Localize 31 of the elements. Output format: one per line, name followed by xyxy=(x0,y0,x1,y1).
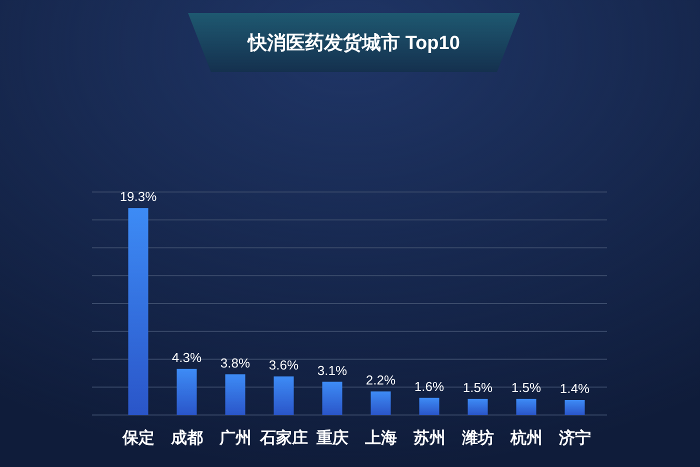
data-label: 4.3% xyxy=(172,350,202,365)
bar xyxy=(322,382,342,415)
data-label: 1.5% xyxy=(462,380,493,395)
bar xyxy=(176,368,197,415)
data-label: 3.6% xyxy=(268,357,299,372)
bar xyxy=(128,208,148,415)
x-tick-label: 杭州 xyxy=(509,429,542,447)
data-label: 3.1% xyxy=(317,362,348,378)
chart-title: 快消医药发货城市 Top10 xyxy=(246,32,460,54)
bar xyxy=(516,398,536,415)
bar xyxy=(225,374,246,415)
data-label: 2.2% xyxy=(366,372,396,388)
x-tick-label: 苏州 xyxy=(412,429,446,447)
x-tick-label: 济宁 xyxy=(558,428,591,447)
data-label: 1.6% xyxy=(414,378,444,394)
bar xyxy=(274,376,294,415)
data-label: 3.8% xyxy=(220,355,250,370)
data-label: 1.4% xyxy=(560,380,590,396)
x-tick-label: 成都 xyxy=(170,429,203,447)
x-tick-label: 广州 xyxy=(218,429,252,447)
x-tick-label: 重庆 xyxy=(315,429,348,447)
x-tick-label: 上海 xyxy=(364,429,397,447)
bar xyxy=(564,400,585,415)
bar xyxy=(468,398,488,415)
bar xyxy=(419,398,440,415)
x-tick-label: 石家庄 xyxy=(258,428,308,447)
x-tick-label: 潍坊 xyxy=(460,429,494,447)
data-label: 1.5% xyxy=(511,380,542,395)
data-label: 19.3% xyxy=(120,189,158,204)
x-tick-label: 保定 xyxy=(121,429,154,447)
bar xyxy=(370,391,391,415)
